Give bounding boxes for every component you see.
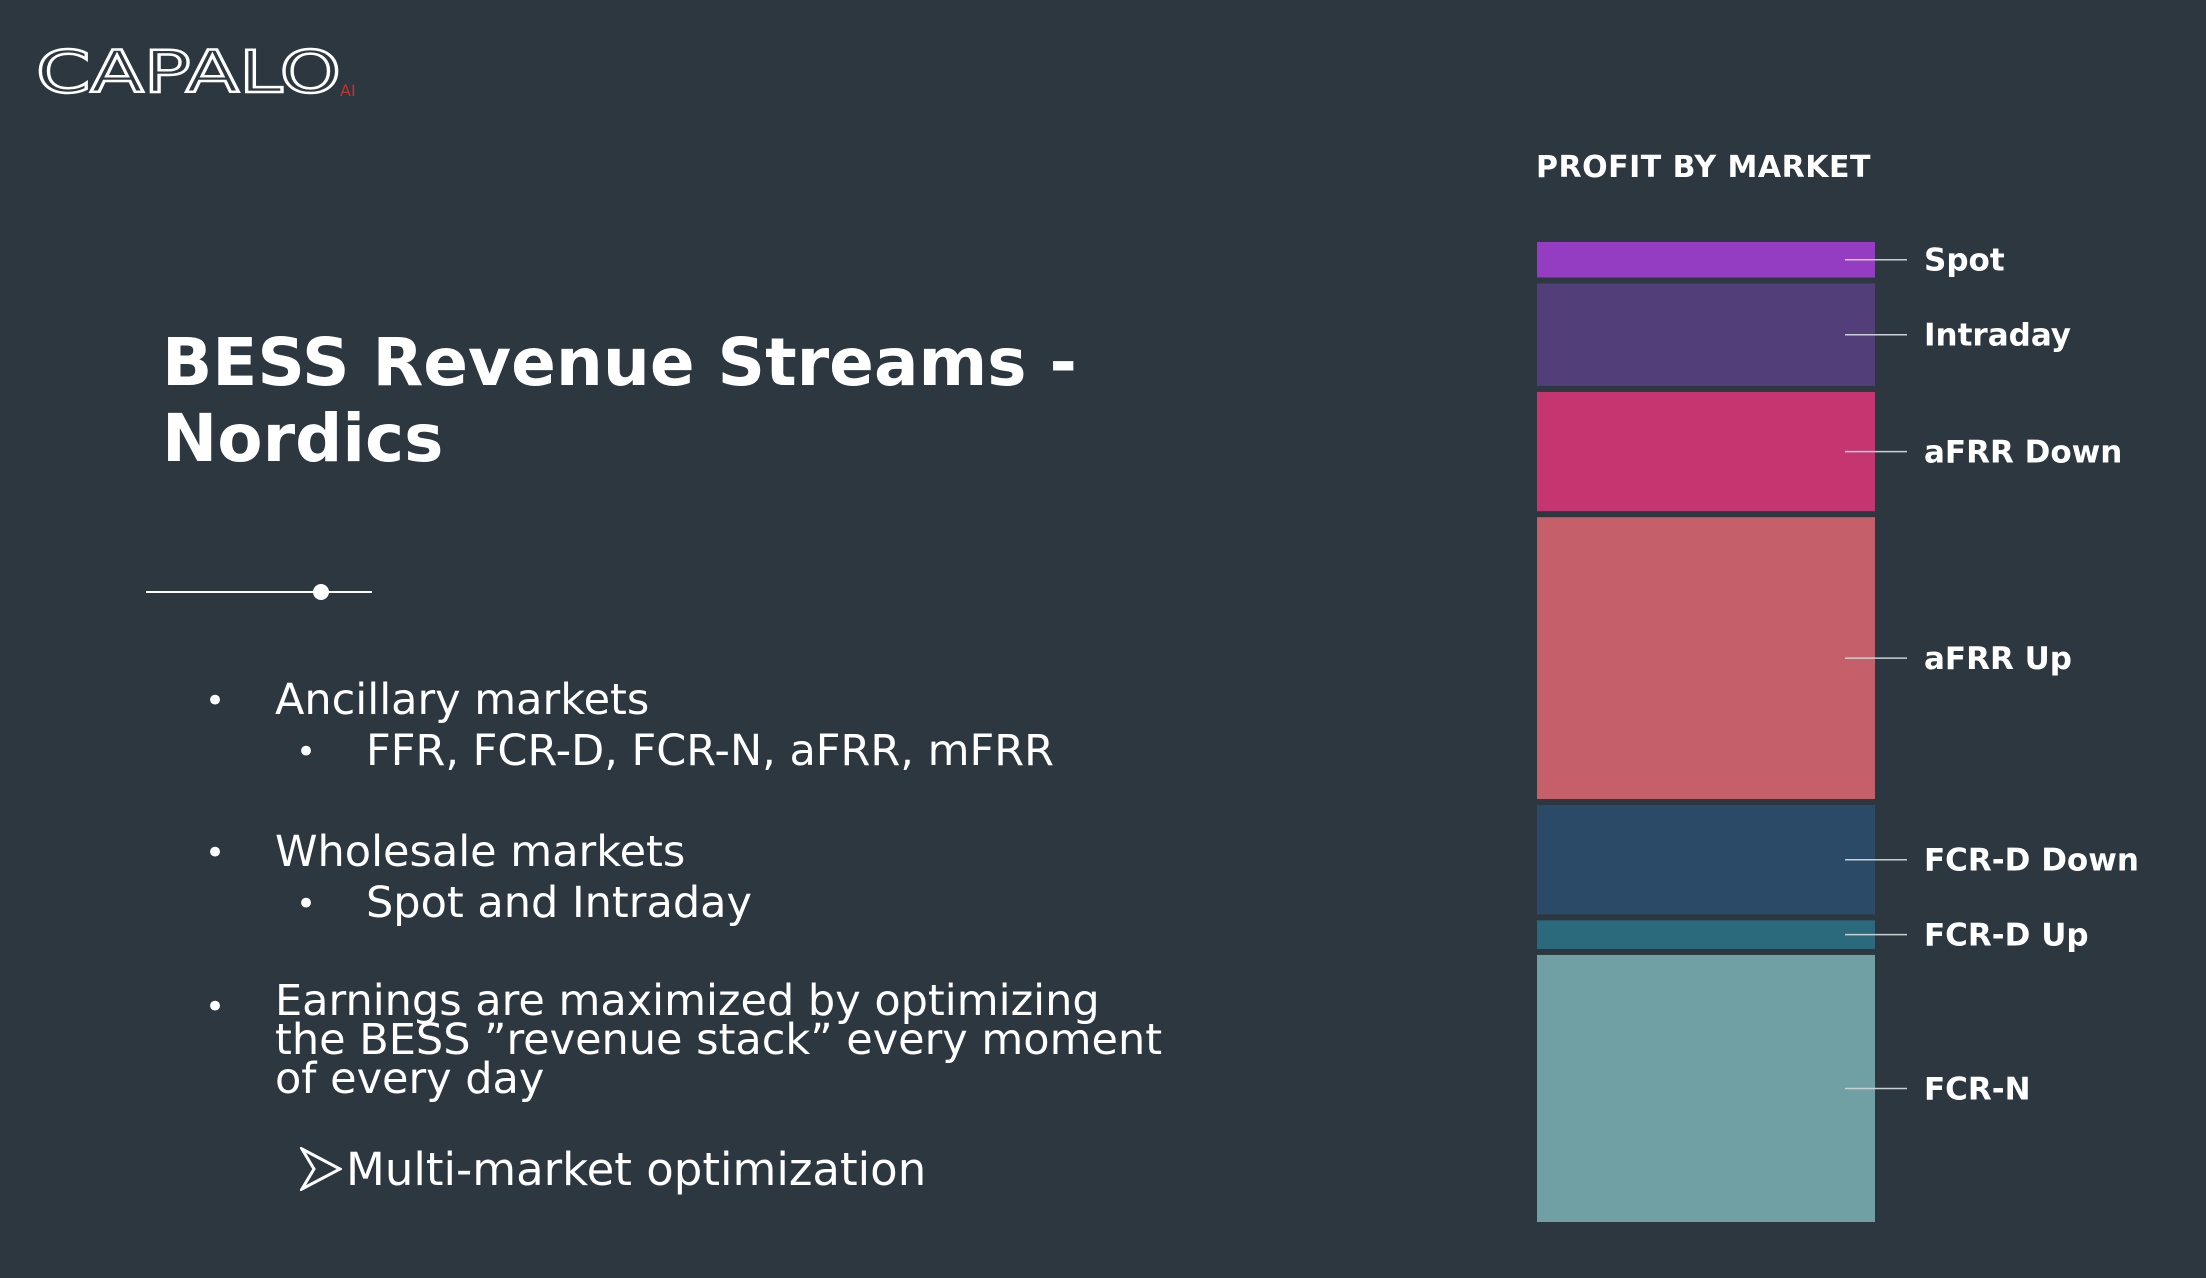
segment-label-fcr-n: FCR-N	[1924, 1071, 2031, 1107]
conclusion: Multi-market optimization	[297, 1140, 927, 1200]
arrow-right-icon	[297, 1140, 346, 1200]
bullet-ancillary: Ancillary markets	[275, 675, 650, 725]
segment-label-fcr-d-up: FCR-D Up	[1924, 918, 2089, 954]
sub-bullet-ancillary: FFR, FCR-D, FCR-N, aFRR, mFRR	[366, 726, 1054, 776]
earnings-line: Earnings are maximized by optimizing	[275, 976, 1100, 1026]
bar-segment-fcr-d-down	[1537, 805, 1875, 915]
segment-label-spot: Spot	[1924, 243, 2005, 279]
chart-title: PROFIT BY MARKET	[1536, 150, 1871, 185]
bar-segment-afrr-down	[1537, 391, 1875, 512]
bullet-dot: •	[205, 681, 226, 721]
logo-wordmark: CAPALO	[36, 40, 341, 100]
sub-bullet-dot: •	[296, 884, 317, 924]
bullet-dot: •	[205, 833, 226, 873]
bar-segment-afrr-up	[1537, 517, 1875, 800]
segment-label-afrr-down: aFRR Down	[1924, 435, 2122, 471]
bar-segment-intraday	[1537, 283, 1875, 386]
page-title-line1: BESS Revenue Streams -	[162, 324, 1077, 401]
conclusion-text: Multi-market optimization	[346, 1143, 927, 1196]
sub-bullet-dot: •	[296, 732, 317, 772]
earnings-line: of every day	[275, 1054, 545, 1104]
capalo-logo: CAPALO AI	[36, 40, 356, 100]
bar-segment-fcr-n	[1537, 954, 1875, 1222]
segment-label-intraday: Intraday	[1924, 318, 2071, 354]
logo-suffix: AI	[340, 81, 356, 100]
bar-segment-fcr-d-up	[1537, 920, 1875, 949]
bullet-wholesale: Wholesale markets	[275, 827, 686, 877]
bullet-earnings: Earnings are maximized by optimizing the…	[275, 976, 1163, 1104]
title-divider	[146, 584, 372, 600]
sub-bullet-wholesale: Spot and Intraday	[366, 878, 752, 928]
bar-segment-spot	[1537, 242, 1875, 278]
earnings-line: the BESS ”revenue stack” every moment	[275, 1015, 1163, 1065]
segment-label-afrr-up: aFRR Up	[1924, 641, 2072, 677]
segment-label-fcr-d-down: FCR-D Down	[1924, 843, 2139, 879]
page-title-line2: Nordics	[162, 400, 444, 477]
bullet-dot: •	[205, 987, 226, 1027]
page-title: BESS Revenue Streams - Nordics	[162, 325, 1162, 477]
